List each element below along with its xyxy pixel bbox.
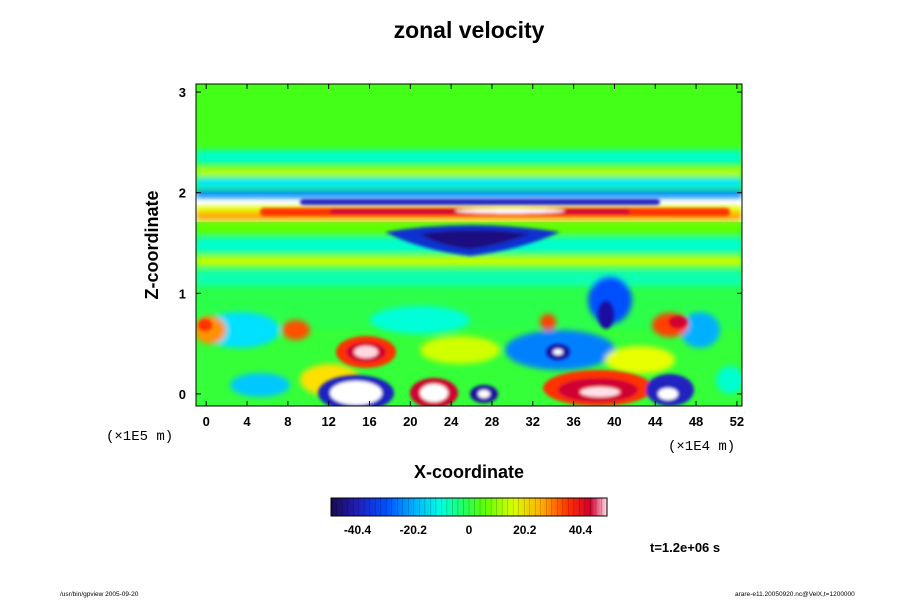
eddy-white-34-045	[553, 349, 563, 355]
y-tick-label: 3	[179, 85, 186, 100]
colorbar-tick-label: -40.4	[344, 523, 372, 537]
x-tick-label: 28	[485, 414, 499, 429]
y-tick-label: 0	[179, 387, 186, 402]
x-tick-label: 0	[203, 414, 210, 429]
field-blob-orange-a	[196, 316, 226, 344]
field-blob-yellow-a	[420, 336, 500, 364]
x-tick-label: 20	[403, 414, 417, 429]
colorbar-tick-label: -20.2	[400, 523, 428, 537]
blue-lens-core	[420, 230, 530, 249]
colorbar-ticks: -40.4 -20.2 0 20.2 40.4	[344, 523, 593, 537]
eddy-blue-39-08	[598, 301, 614, 329]
field-blob-cyan-c	[716, 366, 742, 394]
field-blob-yellow-b	[605, 346, 675, 374]
y-tick-label: 1	[179, 286, 186, 301]
x-tick-label: 36	[566, 414, 580, 429]
x-tick-label: 8	[284, 414, 291, 429]
field-band-yellow-1	[196, 168, 742, 176]
x-tick-label: 40	[607, 414, 621, 429]
colorbar-tick-label: 0	[466, 523, 473, 537]
x-tick-label: 4	[243, 414, 251, 429]
colorbar-tick-label: 20.2	[513, 523, 537, 537]
colorbar-divisions	[336, 498, 602, 516]
footer-right: arare-e11.20050920.nc@VelX,t=1200000	[735, 591, 855, 598]
field-band-blue-1	[196, 190, 742, 198]
eddy-white-15-0	[330, 381, 382, 405]
eddy-white-27-0	[478, 390, 490, 398]
field-band-yellow-3	[196, 256, 742, 266]
field-base-upper	[196, 84, 742, 194]
colorbar	[330, 497, 608, 517]
x-axis-unit: (×1E4 m)	[668, 439, 735, 455]
x-axis-label: X-coordinate	[414, 462, 524, 482]
eddy-red-3-05	[198, 319, 212, 331]
y-axis-label: Z-coordinate	[142, 190, 162, 299]
field-blob-cyan-d	[230, 373, 290, 397]
eddy-white-15-045	[354, 346, 378, 358]
y-axis-unit: (×1E5 m)	[106, 429, 173, 445]
field-band-cyan-2	[196, 178, 742, 188]
x-tick-label: 48	[689, 414, 703, 429]
chart-title: zonal velocity	[394, 17, 545, 43]
field-blob-orange-b	[282, 320, 310, 340]
heatmap-field	[196, 84, 742, 406]
y-axis-ticks: 0 1 2 3	[179, 85, 742, 402]
x-tick-label: 16	[362, 414, 376, 429]
x-tick-label: 32	[526, 414, 540, 429]
eddy-white-22-0	[420, 384, 448, 402]
eddy-white-45-0	[658, 388, 678, 400]
time-annotation: t=1.2e+06 s	[650, 540, 720, 555]
plot-frame	[195, 83, 743, 407]
field-blob-blue-c	[680, 312, 720, 348]
x-tick-label: 24	[444, 414, 459, 429]
field-blob-orange-d	[540, 314, 556, 330]
footer-left: /usr/bin/gpview 2005-09-20	[60, 591, 139, 598]
x-tick-label: 52	[730, 414, 744, 429]
colorbar-tick-label: 40.4	[569, 523, 593, 537]
field-band-cyan-1	[196, 150, 742, 164]
x-axis-ticks: 0 4 8 12 16 20 24 28 32 36 40 44 48 52	[203, 84, 744, 429]
eddy-red-46-07	[669, 316, 687, 328]
field-blob-cyan-b	[370, 306, 470, 334]
eddy-white-37-0	[580, 387, 620, 397]
field-band-cyan-4	[196, 270, 742, 286]
y-tick-label: 2	[179, 186, 186, 201]
x-tick-label: 12	[321, 414, 335, 429]
jet-white-core	[455, 208, 565, 214]
jet-blue-band	[300, 199, 660, 205]
x-tick-label: 44	[648, 414, 663, 429]
